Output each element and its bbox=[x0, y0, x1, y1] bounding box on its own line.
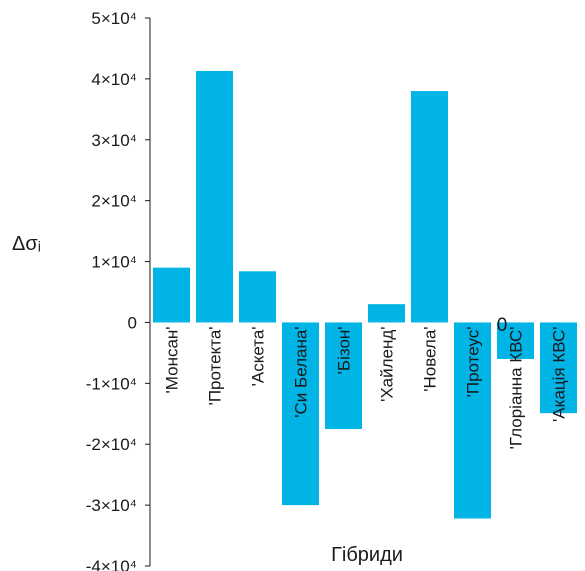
y-tick-label: 4×10⁴ bbox=[91, 70, 137, 89]
y-tick-label: -3×10⁴ bbox=[86, 496, 137, 515]
y-tick-label: 2×10⁴ bbox=[91, 192, 137, 211]
bar bbox=[153, 267, 190, 323]
x-category-label: 'Акація КВС' bbox=[550, 326, 569, 422]
x-category-label: 'Бізон' bbox=[335, 326, 354, 374]
y-tick-label: -1×10⁴ bbox=[86, 374, 137, 393]
y-tick-label: 1×10⁴ bbox=[91, 253, 137, 272]
category-label-group: 'Монсан' 'Протекта' 'Аскета' 'Си Белана' 'Бі… bbox=[163, 326, 569, 449]
bar bbox=[540, 322, 577, 414]
x-category-label: 'Монсан' bbox=[163, 326, 182, 393]
bar bbox=[239, 271, 276, 323]
bar bbox=[282, 322, 319, 506]
x-axis-title: Гібриди bbox=[331, 544, 403, 566]
bar bbox=[325, 322, 362, 429]
y-tick-label: -4×10⁴ bbox=[86, 557, 137, 571]
x-category-label: 'Глоріанна КВС' bbox=[507, 326, 526, 449]
x-category-label: 'Новела' bbox=[421, 326, 440, 391]
bar bbox=[368, 304, 405, 323]
x-category-label: 'Хайленд' bbox=[378, 326, 397, 401]
bar bbox=[196, 70, 233, 323]
y-tick-group: 5×10⁴ 4×10⁴ 3×10⁴ 2×10⁴ 1×10⁴ 0 -1×10⁴ -2×10⁴ -3… bbox=[86, 9, 150, 571]
bar bbox=[497, 322, 534, 359]
x-category-label: 'Протекта' bbox=[206, 326, 225, 405]
x-category-label: 'Аскета' bbox=[249, 326, 268, 386]
y-tick-label: 5×10⁴ bbox=[91, 9, 137, 28]
bar-group bbox=[153, 70, 577, 519]
y-tick-label: 3×10⁴ bbox=[91, 131, 137, 150]
zero-annotation: 0 bbox=[497, 315, 508, 336]
x-category-label: 'Си Белана' bbox=[292, 326, 311, 417]
bar bbox=[454, 322, 491, 519]
y-axis-title: Δσᵢ bbox=[12, 233, 41, 255]
x-category-label: 'Протеус' bbox=[464, 326, 483, 397]
y-tick-label: -2×10⁴ bbox=[86, 435, 137, 454]
y-tick-label: 0 bbox=[128, 313, 137, 332]
bar bbox=[411, 91, 448, 323]
